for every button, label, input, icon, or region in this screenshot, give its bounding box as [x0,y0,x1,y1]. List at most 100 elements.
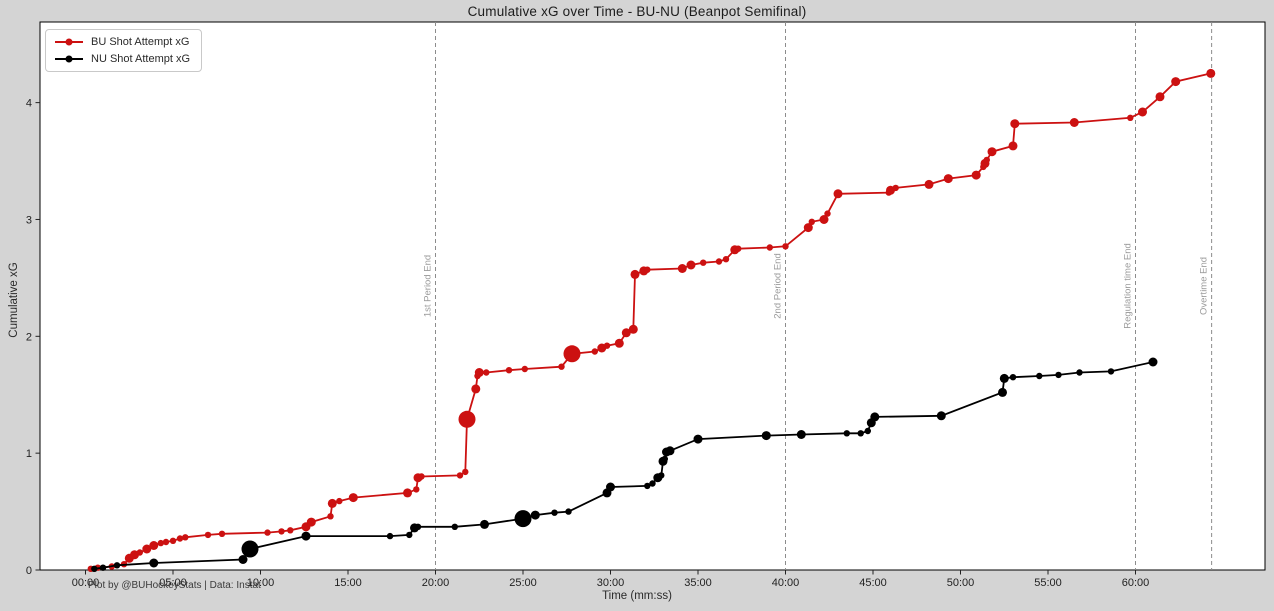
bu-shot-marker [1206,68,1216,78]
bu-shot-marker [456,472,464,479]
bu-shot-marker [287,527,294,534]
bu-shot-marker [483,369,490,376]
nu-shot-marker [149,558,159,568]
y-axis-label: Cumulative xG [8,262,20,338]
bu-shot-marker [971,170,981,180]
bu-shot-marker [204,531,212,539]
plot-frame [39,21,1266,571]
bu-shot-marker [983,156,990,164]
y-tick-label: 3 [26,214,32,226]
nu-shot-marker [999,373,1009,383]
nu-shot-marker [301,531,311,541]
x-tick-label: 35:00 [684,577,712,589]
x-tick-label: 25:00 [509,577,537,589]
bu-shot-marker [176,535,184,542]
nu-shot-marker [451,523,458,530]
y-tick-label: 1 [26,448,32,460]
bu-shot-marker [462,468,469,476]
bu-shot-marker [603,342,611,349]
bu-shot-marker [521,365,528,373]
nu-shot-marker [796,430,806,439]
nu-shot-marker [665,446,675,456]
nu-shot-marker [1107,368,1115,375]
nu-shot-marker [644,482,651,490]
bu-shot-marker [628,324,638,334]
bu-shot-marker [686,260,696,270]
bu-shot-marker [458,410,476,428]
bu-shot-marker [142,544,152,554]
nu-shot-marker [864,427,871,435]
nu-shot-marker [658,472,665,479]
bu-series-swatch-icon [55,38,83,47]
bu-shot-marker [621,328,631,338]
bu-shot-marker [803,223,813,233]
legend-item-nu: NU Shot Attempt xG [55,53,190,65]
nu-shot-marker [1055,371,1062,379]
x-tick-label: 50:00 [947,577,975,589]
x-tick-label: 00:00 [72,577,100,589]
bu-shot-marker [892,184,899,192]
bu-shot-marker [782,243,789,250]
x-tick-label: 20:00 [422,577,450,589]
legend-label-nu: NU Shot Attempt xG [91,53,191,65]
bu-shot-marker [735,245,742,252]
bu-shot-marker [677,264,687,273]
legend-label-bu: BU Shot Attempt xG [91,36,190,48]
x-tick-label: 45:00 [859,577,887,589]
nu-shot-marker [661,455,668,463]
y-tick-label: 2 [26,331,32,343]
nu-shot-marker [843,430,850,437]
bu-shot-marker [700,259,707,266]
bu-shot-marker [987,147,997,157]
y-tick-label: 0 [26,565,32,577]
nu-shot-marker [406,531,413,539]
bu-shot-marker [505,367,513,374]
legend: BU Shot Attempt xG NU Shot Attempt xG [45,29,203,72]
nu-shot-marker [1009,374,1017,381]
bu-shot-marker [182,534,189,541]
nu-shot-marker [649,480,656,487]
bu-shot-marker [614,338,624,348]
nu-shot-marker [113,562,121,569]
x-axis-label: Time (mm:ss) [602,590,672,602]
bu-shot-marker [336,497,343,505]
bu-shot-marker [1155,92,1165,102]
nu-shot-marker [606,482,615,492]
bu-shot-marker [157,539,164,547]
nu-shot-marker [1076,369,1083,376]
nu-shot-marker [386,532,394,540]
bu-shot-marker [1138,107,1147,117]
nu-shot-marker [565,508,572,515]
bu-shot-marker [1008,141,1018,151]
nu-shot-marker [551,509,558,516]
nu-shot-marker [514,510,532,528]
bu-shot-marker [722,256,730,263]
nu-shot-marker [480,519,489,529]
nu-shot-marker [1148,357,1158,367]
x-tick-label: 15:00 [334,577,362,589]
x-tick-label: 40:00 [772,577,800,589]
x-tick-label: 10:00 [247,577,275,589]
x-tick-label: 55:00 [1034,577,1062,589]
bu-shot-marker [348,493,358,503]
x-tick-label: 30:00 [597,577,625,589]
x-tick-label: 60:00 [1122,577,1150,589]
bu-shot-marker [715,258,723,265]
attribution-text: Plot by @BUHockeyStats | Data: Instat [88,580,261,591]
nu-shot-marker [1036,372,1043,380]
nu-shot-marker [693,434,703,444]
nu-shot-marker [99,564,107,571]
x-tick-label: 05:00 [159,577,187,589]
bu-shot-marker [264,529,271,536]
bu-shot-marker [824,210,831,217]
bu-shot-marker [591,348,598,355]
bu-shot-marker [278,528,285,535]
nu-shot-marker [530,510,540,520]
nu-series-swatch-icon [55,55,83,64]
bu-shot-marker [808,218,815,225]
chart-title: Cumulative xG over Time - BU-NU (Beanpot… [467,4,807,19]
bu-shot-marker [833,189,843,199]
bu-shot-marker [327,498,337,508]
